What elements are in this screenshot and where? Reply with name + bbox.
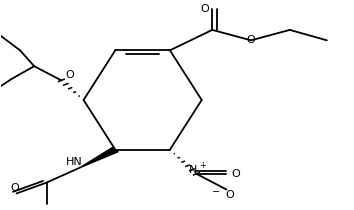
Text: O: O xyxy=(232,169,241,179)
Text: +: + xyxy=(199,161,206,170)
Text: O: O xyxy=(10,183,19,193)
Text: O: O xyxy=(66,70,75,80)
Polygon shape xyxy=(80,148,118,168)
Text: HN: HN xyxy=(66,157,83,167)
Text: −: − xyxy=(212,187,220,197)
Text: O: O xyxy=(225,190,234,200)
Text: O: O xyxy=(247,35,256,45)
Text: O: O xyxy=(201,4,210,14)
Text: N: N xyxy=(189,165,197,175)
